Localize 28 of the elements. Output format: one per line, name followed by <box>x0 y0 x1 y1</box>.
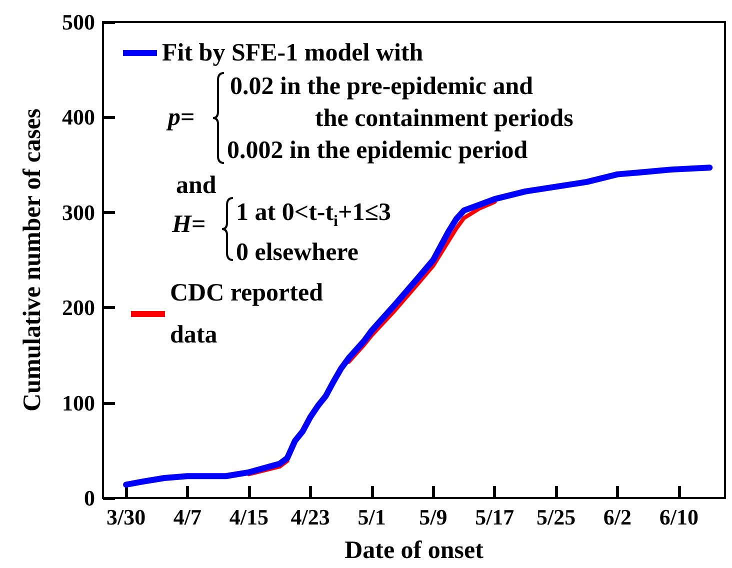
x-tick-label: 5/17 <box>475 504 514 530</box>
x-tick-label: 6/2 <box>603 504 632 530</box>
y-tick-label: 300 <box>62 200 95 225</box>
annotation: 0.02 in the pre-epidemic and <box>230 73 534 100</box>
legend-label: Fit by SFE-1 model with <box>162 40 424 66</box>
x-tick-label: 5/25 <box>536 504 576 530</box>
y-axis-title: Cumulative number of cases <box>19 108 46 412</box>
x-tick-label: 4/15 <box>229 504 268 530</box>
annotation: 0.002 in the epidemic period <box>227 137 528 164</box>
annotation: 1 at 0<t-t$_{i}$+1≤3 <box>236 199 391 230</box>
x-tick-label: 6/10 <box>659 504 698 530</box>
y-tick-label: 0 <box>84 486 95 510</box>
y-tick-label: 500 <box>62 10 95 34</box>
x-tick-label: 4/23 <box>290 504 330 530</box>
y-tick-label: 200 <box>62 295 95 320</box>
annotation: H= <box>172 211 206 238</box>
annotation: p= <box>168 104 195 131</box>
x-tick-label: 3/30 <box>106 504 146 530</box>
annotation: and <box>176 172 216 199</box>
x-axis-title: Date of onset <box>344 537 484 564</box>
x-tick-label: 5/1 <box>358 504 386 530</box>
annotation: 0 elsewhere <box>236 239 358 266</box>
annotation: the containment periods <box>315 105 574 132</box>
x-tick-label: 5/9 <box>419 504 448 530</box>
y-tick-label: 400 <box>62 104 95 130</box>
legend-label: CDC reported data <box>170 280 330 348</box>
y-tick-label: 100 <box>62 390 95 416</box>
x-tick-label: 4/7 <box>173 504 202 530</box>
